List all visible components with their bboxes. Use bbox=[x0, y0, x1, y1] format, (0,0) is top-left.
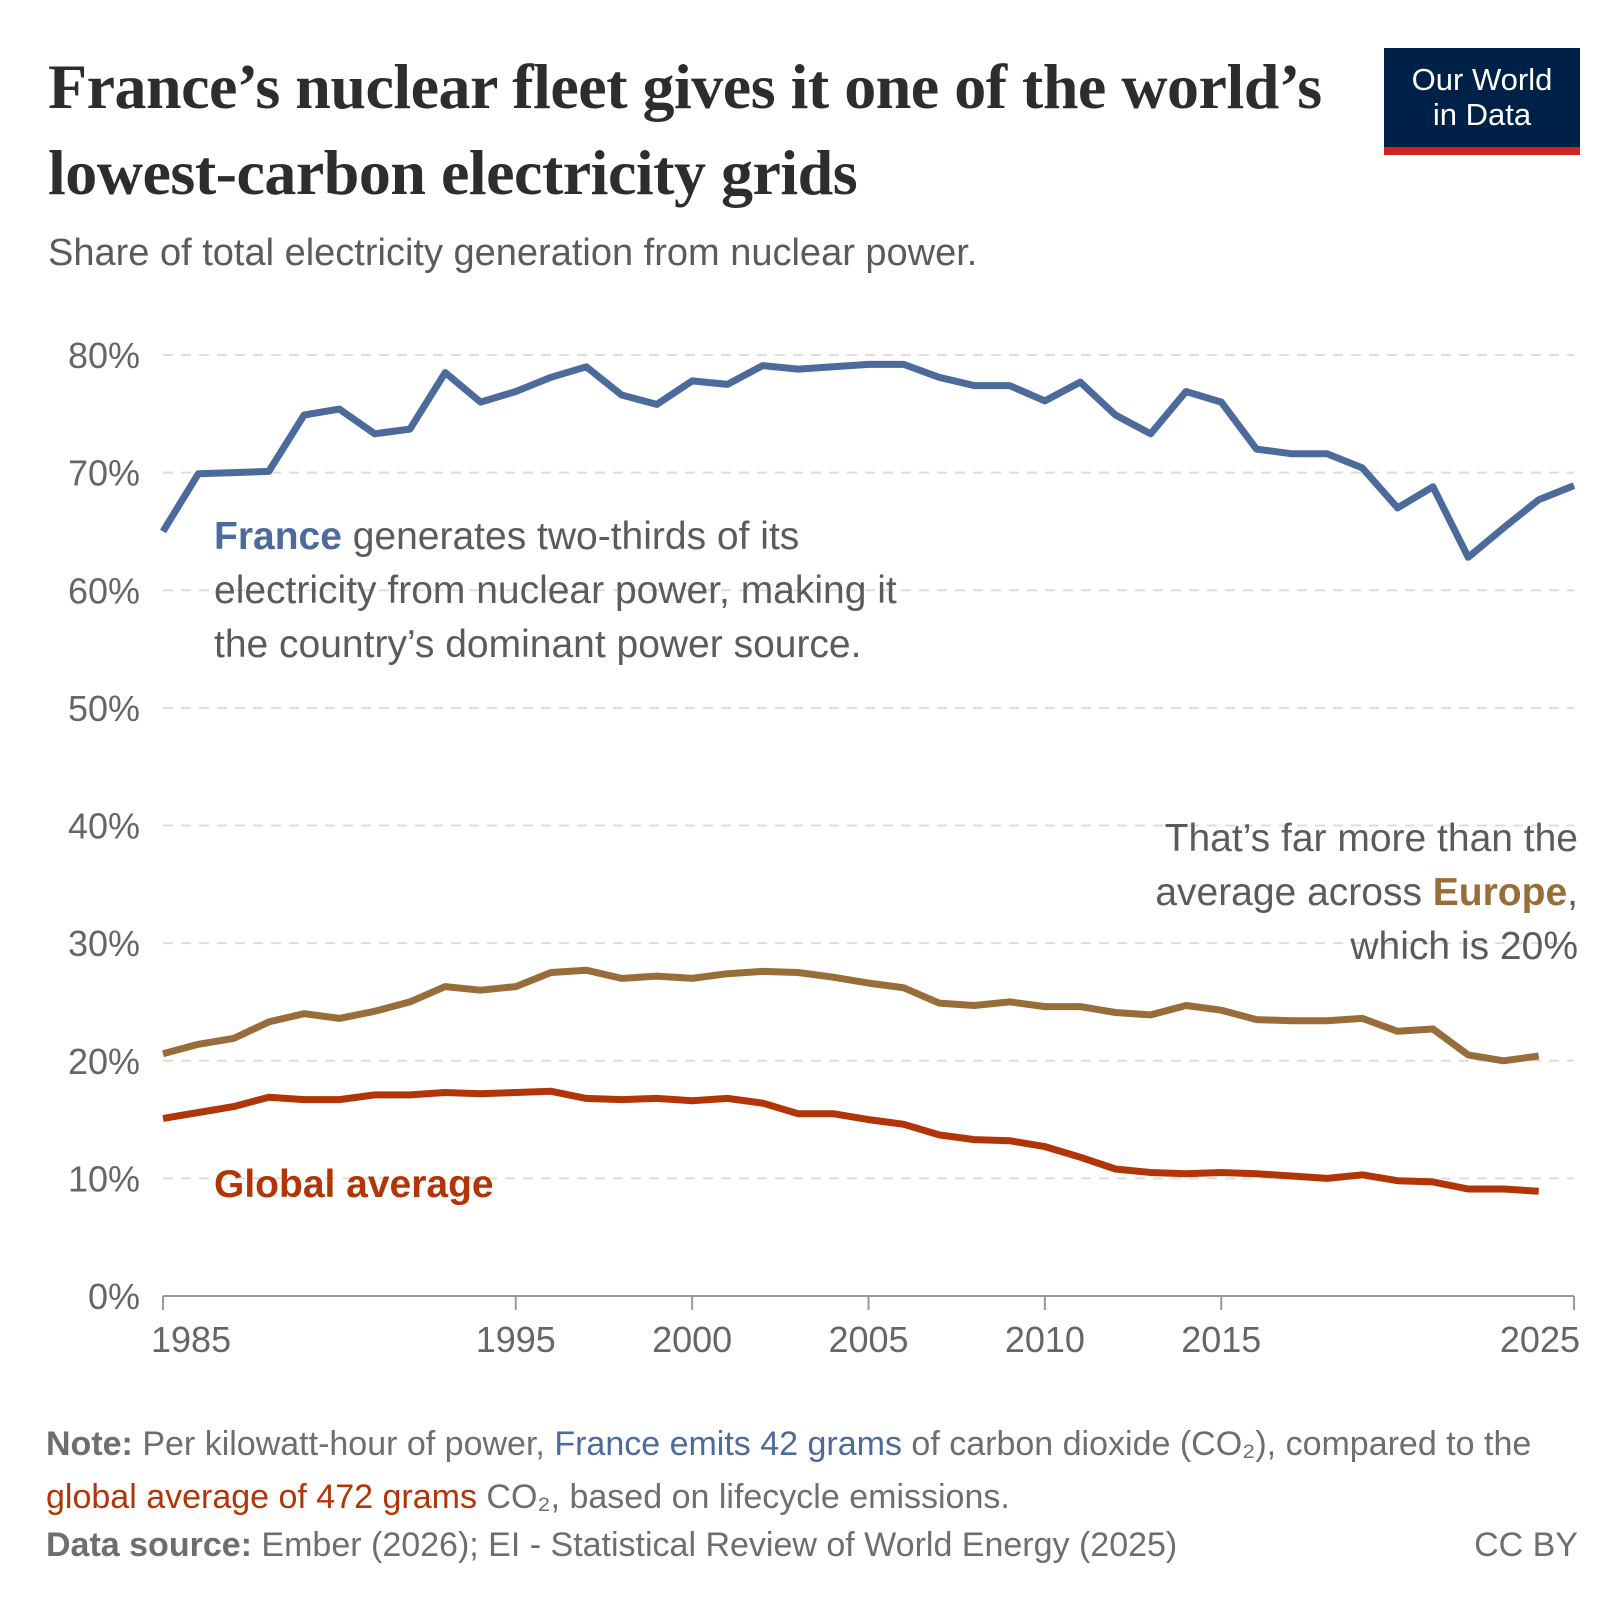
france-label: France bbox=[214, 515, 342, 558]
y-tick-label: 80% bbox=[68, 335, 140, 376]
note-text: CO₂, based on lifecycle emissions. bbox=[476, 1478, 1010, 1516]
europe-annotation-value: , which is 20% bbox=[1350, 871, 1578, 968]
europe-label: Europe bbox=[1432, 871, 1568, 914]
data-source: Data source: Ember (2026); EI - Statisti… bbox=[46, 1526, 1177, 1565]
x-tick-label: 2025 bbox=[1500, 1319, 1580, 1360]
logo-line1: Our World bbox=[1411, 62, 1553, 97]
x-tick-label: 2005 bbox=[828, 1319, 908, 1360]
source-label: Data source: bbox=[46, 1526, 252, 1564]
x-tick-label: 1995 bbox=[476, 1319, 556, 1360]
chart-note: Note: Per kilowatt-hour of power, France… bbox=[46, 1418, 1586, 1524]
y-tick-label: 10% bbox=[68, 1158, 140, 1199]
note-label: Note: bbox=[46, 1425, 133, 1463]
x-tick-label: 1985 bbox=[151, 1319, 231, 1360]
y-tick-label: 30% bbox=[68, 923, 140, 964]
owid-logo[interactable]: Our World in Data bbox=[1384, 48, 1580, 155]
logo-line2: in Data bbox=[1432, 97, 1532, 132]
series-line-france bbox=[160, 360, 1576, 561]
y-tick-label: 0% bbox=[88, 1276, 140, 1317]
france-annotation-text: generates two-thirds of its electricity … bbox=[214, 515, 897, 666]
line-chart: 0% 10% 20% 30% 40% 50% 60% 70% 80% 1985 1995 2000 20… bbox=[68, 335, 1580, 1360]
y-tick-label: 40% bbox=[68, 806, 140, 847]
europe-annotation: That’s far more than the average across … bbox=[1058, 812, 1578, 974]
note-text: Per kilowatt-hour of power, bbox=[132, 1425, 555, 1463]
series-line-global-average bbox=[162, 1087, 1539, 1195]
y-tick-label: 50% bbox=[68, 688, 140, 729]
x-tick-label: 2010 bbox=[1005, 1319, 1085, 1360]
x-tick-label: 2015 bbox=[1181, 1319, 1261, 1360]
global-average-label: Global average bbox=[214, 1163, 494, 1206]
y-tick-label: 60% bbox=[68, 570, 140, 611]
note-text: of carbon dioxide (CO₂), compared to the bbox=[901, 1425, 1532, 1463]
logo-bar bbox=[1384, 147, 1580, 155]
note-global-highlight: global average of 472 grams bbox=[46, 1478, 477, 1516]
source-text: Ember (2026); EI - Statistical Review of… bbox=[251, 1526, 1178, 1564]
license-link[interactable]: CC BY bbox=[1474, 1526, 1578, 1564]
europe-annotation-text: That’s far more than the average across bbox=[1155, 817, 1578, 914]
y-tick-label: 20% bbox=[68, 1041, 140, 1082]
x-tick-label: 2000 bbox=[652, 1319, 732, 1360]
series-line-europe bbox=[162, 966, 1540, 1065]
france-annotation: France generates two-thirds of its elect… bbox=[214, 510, 914, 672]
chart-subtitle: Share of total electricity generation fr… bbox=[48, 232, 978, 274]
chart-title: France’s nuclear fleet gives it one of t… bbox=[48, 51, 1322, 208]
note-france-highlight: France emits 42 grams bbox=[554, 1425, 902, 1463]
y-tick-label: 70% bbox=[68, 453, 140, 494]
